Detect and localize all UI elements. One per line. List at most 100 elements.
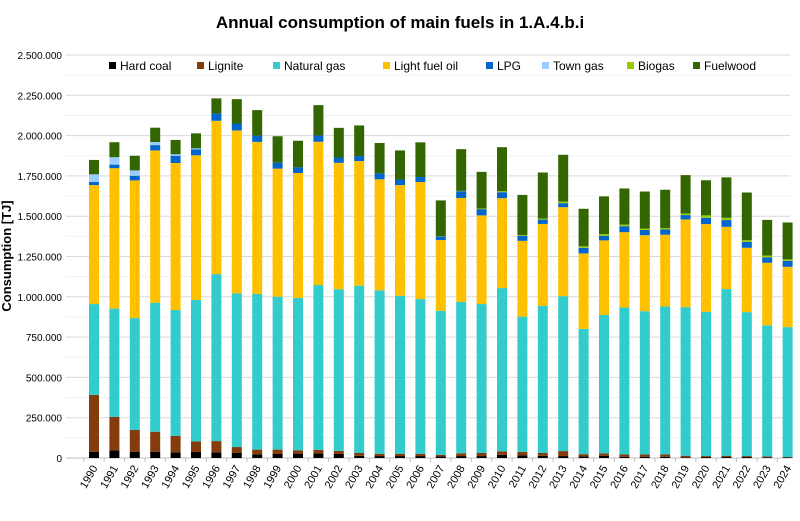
bar-segment-lpg	[476, 209, 487, 216]
bar-segment-lignite	[517, 451, 528, 456]
bar-segment-light-fuel-oil	[313, 141, 324, 286]
x-tick-label: 2021	[710, 464, 733, 491]
bar-stack-2019	[680, 175, 691, 458]
bar-segment-light-fuel-oil	[558, 207, 569, 297]
legend-item-fuelwood: Fuelwood	[693, 59, 756, 73]
legend-label: Town gas	[553, 59, 604, 73]
bar-segment-town-gas	[150, 142, 161, 146]
x-tick-label: 2023	[751, 464, 774, 491]
bar-segment-natural-gas	[313, 285, 324, 450]
y-axis-ticks: 0 250.000 500.000 750.000 1.000.000 1.250.000…	[18, 51, 63, 465]
bar-segment-light-fuel-oil	[354, 161, 365, 286]
bar-segment-natural-gas	[497, 288, 507, 452]
x-tick-label: 1991	[98, 464, 121, 491]
bar-segment-light-fuel-oil	[191, 155, 201, 301]
bar-segment-hard-coal	[435, 456, 446, 458]
x-tick-label: 2006	[404, 464, 427, 491]
bar-stack-2014	[578, 208, 589, 458]
bar-segment-lpg	[558, 203, 569, 208]
bar-segment-lpg	[639, 229, 650, 236]
bar-segment-hard-coal	[476, 456, 487, 458]
bar-segment-biogas	[497, 191, 507, 193]
bar-segment-natural-gas	[435, 310, 446, 455]
bar-segment-hard-coal	[129, 451, 140, 458]
bar-segment-fuelwood	[435, 200, 446, 237]
bar-segment-lpg	[537, 219, 548, 224]
bar-segment-hard-coal	[191, 452, 201, 458]
bar-stack-2009	[476, 171, 487, 458]
bar-segment-hard-coal	[170, 452, 181, 458]
bar-segment-fuelwood	[374, 143, 385, 174]
bar-segment-fuelwood	[517, 194, 528, 236]
bar-segment-lignite	[374, 453, 385, 457]
bar-segment-lpg	[374, 173, 385, 180]
bar-segment-fuelwood	[252, 110, 263, 136]
bar-segment-lpg	[435, 236, 446, 241]
bar-segment-town-gas	[129, 170, 140, 176]
bar-segment-natural-gas	[374, 290, 385, 454]
bar-segment-light-fuel-oil	[762, 262, 773, 326]
bar-segment-light-fuel-oil	[741, 247, 752, 313]
bar-segment-natural-gas	[211, 274, 222, 442]
bar-segment-biogas	[537, 218, 548, 220]
bar-segment-fuelwood	[619, 188, 630, 225]
bar-segment-hard-coal	[333, 453, 344, 458]
bar-segment-lpg	[599, 235, 609, 241]
bar-segment-light-fuel-oil	[170, 163, 181, 311]
bar-segment-light-fuel-oil	[619, 232, 630, 308]
bar-segment-fuelwood	[354, 125, 365, 157]
legend-swatch	[273, 62, 280, 69]
bar-stack-1997	[231, 99, 242, 458]
bar-segment-light-fuel-oil	[537, 223, 548, 306]
bar-stack-2007	[435, 200, 446, 458]
bar-segment-lignite	[415, 453, 426, 457]
bar-segment-natural-gas	[476, 304, 487, 454]
bar-segment-lignite	[395, 453, 405, 457]
bar-segment-fuelwood	[701, 180, 711, 216]
x-tick-label: 2015	[588, 464, 611, 491]
bar-stack-1992	[129, 155, 140, 458]
legend-item-light-fuel-oil: Light fuel oil	[383, 59, 458, 73]
bar-segment-light-fuel-oil	[456, 197, 467, 302]
legend-swatch	[383, 62, 390, 69]
bar-segment-lignite	[456, 453, 467, 457]
bar-segment-hard-coal	[252, 454, 263, 458]
bar-segment-fuelwood	[537, 172, 548, 219]
bar-segment-natural-gas	[252, 293, 263, 450]
bar-stack-2020	[701, 180, 711, 458]
bar-segment-lpg	[660, 229, 671, 235]
bar-stack-2008	[456, 149, 467, 458]
bar-segment-hard-coal	[293, 453, 303, 458]
bar-segment-fuelwood	[129, 155, 140, 171]
x-tick-label: 2018	[649, 464, 672, 491]
bar-segment-natural-gas	[354, 285, 365, 454]
bar-segment-light-fuel-oil	[680, 219, 691, 308]
x-tick-label: 2010	[486, 464, 509, 491]
bar-segment-natural-gas	[395, 295, 405, 454]
bar-segment-hard-coal	[599, 455, 609, 458]
x-tick-label: 1997	[221, 464, 244, 491]
bar-stack-2021	[721, 177, 732, 458]
bar-stack-2016	[619, 188, 630, 458]
bar-segment-fuelwood	[211, 98, 222, 114]
bar-segment-natural-gas	[599, 315, 609, 454]
legend-swatch	[197, 62, 204, 69]
bar-segment-hard-coal	[619, 456, 630, 458]
bar-segment-hard-coal	[150, 451, 161, 458]
bar-segment-lignite	[701, 456, 711, 458]
bar-segment-hard-coal	[456, 456, 467, 458]
bar-stack-2004	[374, 143, 385, 458]
bar-stack-1990	[89, 159, 99, 458]
y-tick-label: 1.750.000	[18, 172, 63, 183]
bar-segment-light-fuel-oil	[639, 235, 650, 312]
x-tick-label: 1996	[200, 464, 223, 491]
legend-label: Light fuel oil	[394, 59, 458, 73]
bar-segment-natural-gas	[129, 318, 140, 430]
bar-segment-light-fuel-oil	[599, 240, 609, 316]
bar-stack-2024	[782, 222, 793, 458]
bar-segment-lpg	[150, 145, 161, 151]
legend-swatch	[109, 62, 116, 69]
legend-label: Hard coal	[120, 59, 171, 73]
legend: Hard coal Lignite Natural gas Light fuel oi…	[109, 59, 756, 73]
